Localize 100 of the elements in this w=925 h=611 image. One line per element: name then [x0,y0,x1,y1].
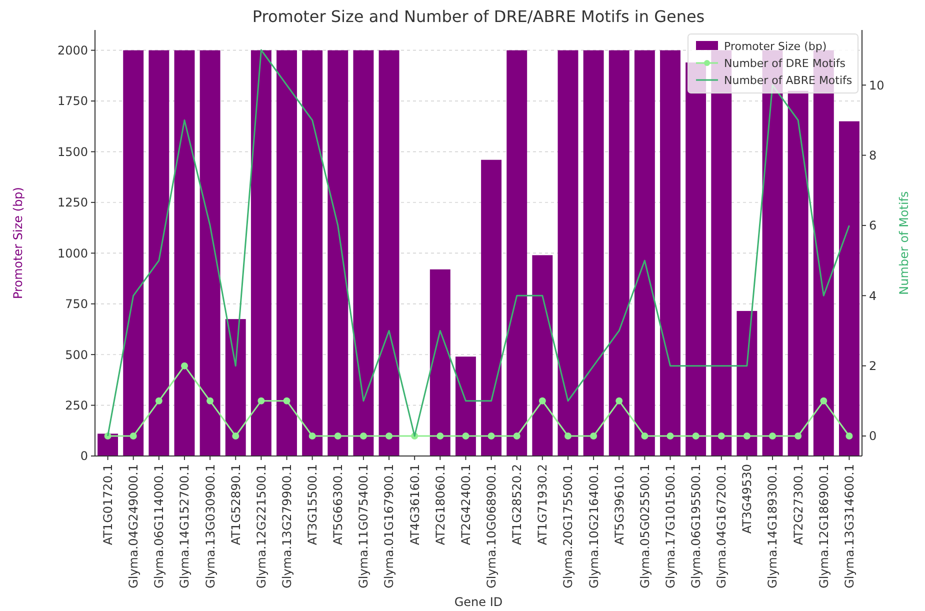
y-tick-label: 500 [65,348,88,362]
bar [225,319,246,456]
bar [788,90,808,456]
x-tick-label: Glyma.01G167900.1 [382,464,396,588]
legend-label: Number of ABRE Motifs [724,74,852,87]
x-tick-label: Glyma.12G186900.1 [816,464,831,588]
bar [736,310,758,456]
x-tick-label: Glyma.05G025500.1 [638,464,652,588]
x-tick-label: AT1G71930.2 [536,464,550,546]
y-tick-label: 1000 [57,246,88,260]
x-tick-label: Glyma.13G314600.1 [842,464,856,588]
x-tick-label: AT1G28520.2 [510,464,524,546]
y2-tick-label: 8 [869,148,877,162]
point [155,397,162,404]
x-tick-label: AT3G49530 [740,464,754,534]
point [488,432,495,440]
y-axis-title: Promoter Size (bp) [11,187,25,299]
x-tick-label: Glyma.20G175500.1 [561,464,576,588]
point [334,432,342,440]
point [743,432,750,440]
x-tick-label: AT5G66300.1 [331,464,346,546]
x-tick-label: Glyma.06G195500.1 [689,464,704,588]
x-tick-label: AT2G42400.1 [458,464,473,546]
x-tick-label: AT1G52890.1 [228,464,243,546]
bar [455,356,476,456]
point [590,432,598,440]
legend-label: Promoter Size (bp) [724,40,827,53]
point [718,432,725,440]
bar [148,50,170,456]
x-tick-label: Glyma.17G101500.1 [663,464,678,588]
chart-title: Promoter Size and Number of DRE/ABRE Motifs in Genes [252,7,705,26]
y-tick-label: 250 [65,398,88,412]
y-tick-label: 0 [80,449,88,464]
x-tick-label: Glyma.04G249000.1 [126,464,141,588]
y2-tick-label: 6 [869,218,877,233]
point [820,397,828,404]
y2-tick-label: 0 [869,429,877,444]
point [513,432,520,440]
point [180,362,188,370]
point [538,397,546,404]
point [846,432,853,440]
x-axis-title: Gene ID [454,595,503,609]
bar [328,50,348,456]
point [794,432,802,440]
bar [838,121,860,456]
point [386,432,393,440]
y2-axis-title: Number of Motifs [897,191,911,295]
point [232,432,240,440]
bar [583,50,604,456]
bar [532,255,553,456]
point [769,432,776,440]
bar [634,50,655,456]
point [564,432,572,440]
x-tick-label: AT4G36160.1 [408,464,422,546]
point [462,432,470,440]
x-tick-label: Glyma.14G189300.1 [766,464,780,588]
point [206,397,214,404]
y2-tick-label: 10 [869,78,884,92]
bar [608,50,630,456]
point [436,432,444,440]
bar [378,50,400,456]
point [666,432,674,440]
point [692,432,700,440]
bar [430,269,450,456]
point [360,432,367,440]
point [616,397,623,404]
y-tick-label: 2000 [57,43,88,58]
bar [302,50,323,456]
bar [660,50,680,456]
y2-tick-label: 4 [869,288,877,303]
bar [200,50,220,456]
x-tick-label: Glyma.13G279900.1 [280,464,294,588]
point [641,432,648,440]
bar [481,160,502,456]
x-tick-label: Glyma.10G068900.1 [484,464,498,588]
x-tick-label: Glyma.04G167200.1 [714,464,729,588]
bar [506,50,528,456]
x-tick-label: Glyma.12G221500.1 [254,464,268,588]
bar [276,50,297,456]
x-tick-label: AT2G27300.1 [791,464,806,546]
x-tick-label: Glyma.14G152700.1 [178,464,192,588]
y-tick-label: 1250 [57,196,88,210]
legend-label: Number of DRE Motifs [724,56,846,70]
y-tick-label: 1750 [57,94,88,108]
bar [174,50,195,456]
x-tick-label: AT3G15500.1 [306,464,320,546]
bar [558,50,578,456]
point [258,397,265,404]
point [308,432,316,440]
x-tick-label: AT1G01720.1 [100,464,115,546]
y2-tick-label: 2 [869,359,877,374]
y-tick-label: 1500 [57,144,88,159]
bar [686,62,706,456]
x-tick-label: Glyma.10G216400.1 [586,464,601,588]
bar [123,50,144,456]
x-tick-label: Glyma.13G030900.1 [203,464,218,588]
x-tick-label: Glyma.11G075400.1 [356,464,371,588]
x-tick-label: AT5G39610.1 [612,464,626,546]
bar [250,50,272,456]
y-tick-label: 750 [65,297,88,312]
